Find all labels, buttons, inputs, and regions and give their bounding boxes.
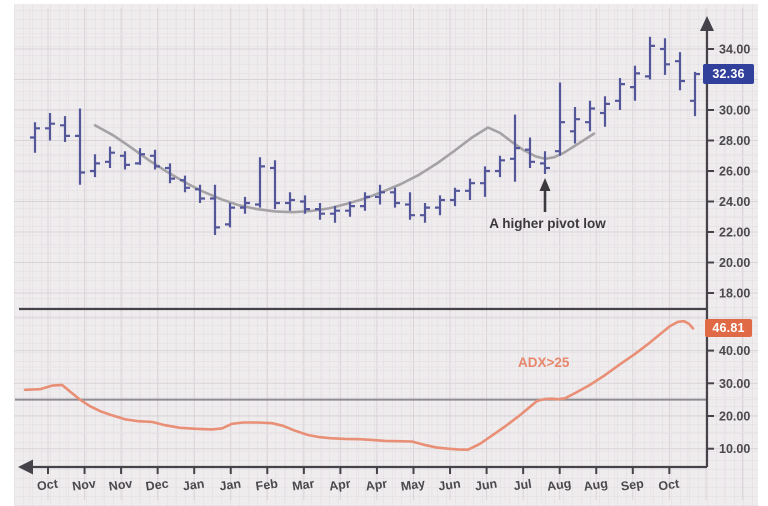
price-tick-label: 20.00: [719, 256, 750, 270]
month-tick-label: May: [400, 476, 426, 493]
ohlc-bar: [465, 178, 475, 200]
month-tick-label: Aug: [546, 476, 572, 493]
price-tick-label: 18.00: [719, 287, 750, 301]
ohlc-bar: [420, 203, 430, 223]
ohlc-bar: [450, 187, 460, 207]
ohlc-bar: [210, 184, 220, 235]
month-tick-label: Mar: [291, 477, 315, 494]
adx-tick-label: 40.00: [719, 344, 750, 358]
ohlc-bar: [570, 107, 580, 144]
ohlc-bar: [180, 175, 190, 193]
ohlc-bar: [255, 157, 265, 208]
ohlc-bar: [675, 52, 685, 91]
month-tick-label: Jan: [219, 477, 242, 494]
axis-up-arrow-icon: [700, 16, 714, 31]
ohlc-bar: [585, 100, 595, 132]
ohlc-bar: [150, 149, 160, 170]
month-tick-label: Nov: [71, 476, 96, 493]
month-tick-label: Jun: [474, 477, 498, 494]
ohlc-bar: [645, 36, 655, 80]
adx-tick-label: 20.00: [719, 410, 750, 424]
ohlc-bar: [630, 65, 640, 101]
ohlc-bar: [300, 195, 310, 214]
ohlc-bar: [285, 192, 295, 211]
month-tick-label: Aug: [583, 476, 609, 493]
axis-left-arrow-icon: [18, 459, 33, 475]
price-tick-label: 28.00: [719, 134, 750, 148]
ohlc-bar: [135, 148, 145, 165]
axes: [18, 16, 714, 475]
grid-lines: [14, 8, 758, 500]
ohlc-bar: [270, 160, 280, 210]
ohlc-bar: [45, 113, 55, 141]
month-tick-label: Apr: [328, 477, 351, 494]
time-axis-labels: Oct Nov Nov Dec Jan Jan Feb Mar Apr Apr May Jun Jun J…: [36, 467, 681, 494]
month-tick-label: Jun: [438, 477, 462, 494]
price-tick-label: 34.00: [719, 43, 750, 57]
adx-value-badge: 46.81: [705, 319, 752, 337]
month-tick-label: Apr: [365, 477, 388, 494]
ohlc-bar: [375, 184, 385, 205]
price-tick-label: 22.00: [719, 226, 750, 240]
ohlc-bar: [315, 203, 325, 220]
ohlc-bar: [345, 201, 355, 217]
price-tick-label: 26.00: [719, 165, 750, 179]
up-arrow-icon: [539, 178, 551, 191]
ohlc-bar: [120, 151, 130, 170]
last-price-badge: 32.36: [703, 64, 754, 84]
ohlc-bar: [525, 137, 535, 168]
price-axis-labels: 34.00 30.00 28.00 26.00 24.00 22.00 20.00 18.00: [707, 43, 750, 301]
ohlc-bar: [195, 184, 205, 203]
adx-line: [23, 319, 695, 451]
ohlc-bar: [405, 192, 415, 220]
pivot-low-annotation: A higher pivot low: [489, 216, 606, 231]
adx-threshold-label: ADX>25: [518, 355, 570, 370]
ohlc-bar: [480, 166, 490, 197]
ohlc-bar: [75, 108, 85, 185]
ohlc-bar: [510, 114, 520, 182]
ohlc-bar: [435, 195, 445, 216]
adx-tick-label: 30.00: [719, 377, 750, 391]
ohlc-bar: [360, 192, 370, 211]
month-tick-label: Oct: [657, 477, 680, 494]
ohlc-bar: [690, 71, 700, 117]
ohlc-bar: [495, 155, 505, 178]
ohlc-bar: [390, 187, 400, 208]
ohlc-bar: [90, 154, 100, 178]
month-tick-label: Feb: [255, 477, 279, 494]
price-tick-label: 30.00: [719, 104, 750, 118]
ohlc-bar: [600, 96, 610, 127]
ohlc-bar: [225, 203, 235, 228]
month-tick-label: Dec: [145, 477, 170, 494]
ohlc-bar: [555, 82, 565, 156]
ohlc-bar: [660, 38, 670, 75]
ohlc-bar: [60, 116, 70, 142]
reference-lines: [15, 307, 707, 401]
ohlc-bar: [240, 196, 250, 214]
ohlc-bar: [330, 206, 340, 223]
ohlc-bar: [30, 122, 40, 153]
month-tick-label: Jan: [182, 477, 205, 494]
month-tick-label: Nov: [108, 476, 133, 493]
price-tick-label: 24.00: [719, 195, 750, 209]
price-bars: [30, 36, 700, 235]
ohlc-bar: [540, 151, 550, 174]
ohlc-bar: [615, 78, 625, 110]
ohlc-bar: [105, 146, 115, 168]
month-tick-label: Sep: [620, 476, 645, 493]
adx-tick-label: 10.00: [719, 442, 750, 456]
month-tick-label: Jul: [513, 477, 533, 493]
month-tick-label: Oct: [36, 477, 59, 494]
adx-axis-labels: 40.00 30.00 20.00 10.00: [707, 344, 750, 456]
pivot-low-arrow: [539, 178, 551, 212]
ohlc-bar: [165, 163, 175, 184]
